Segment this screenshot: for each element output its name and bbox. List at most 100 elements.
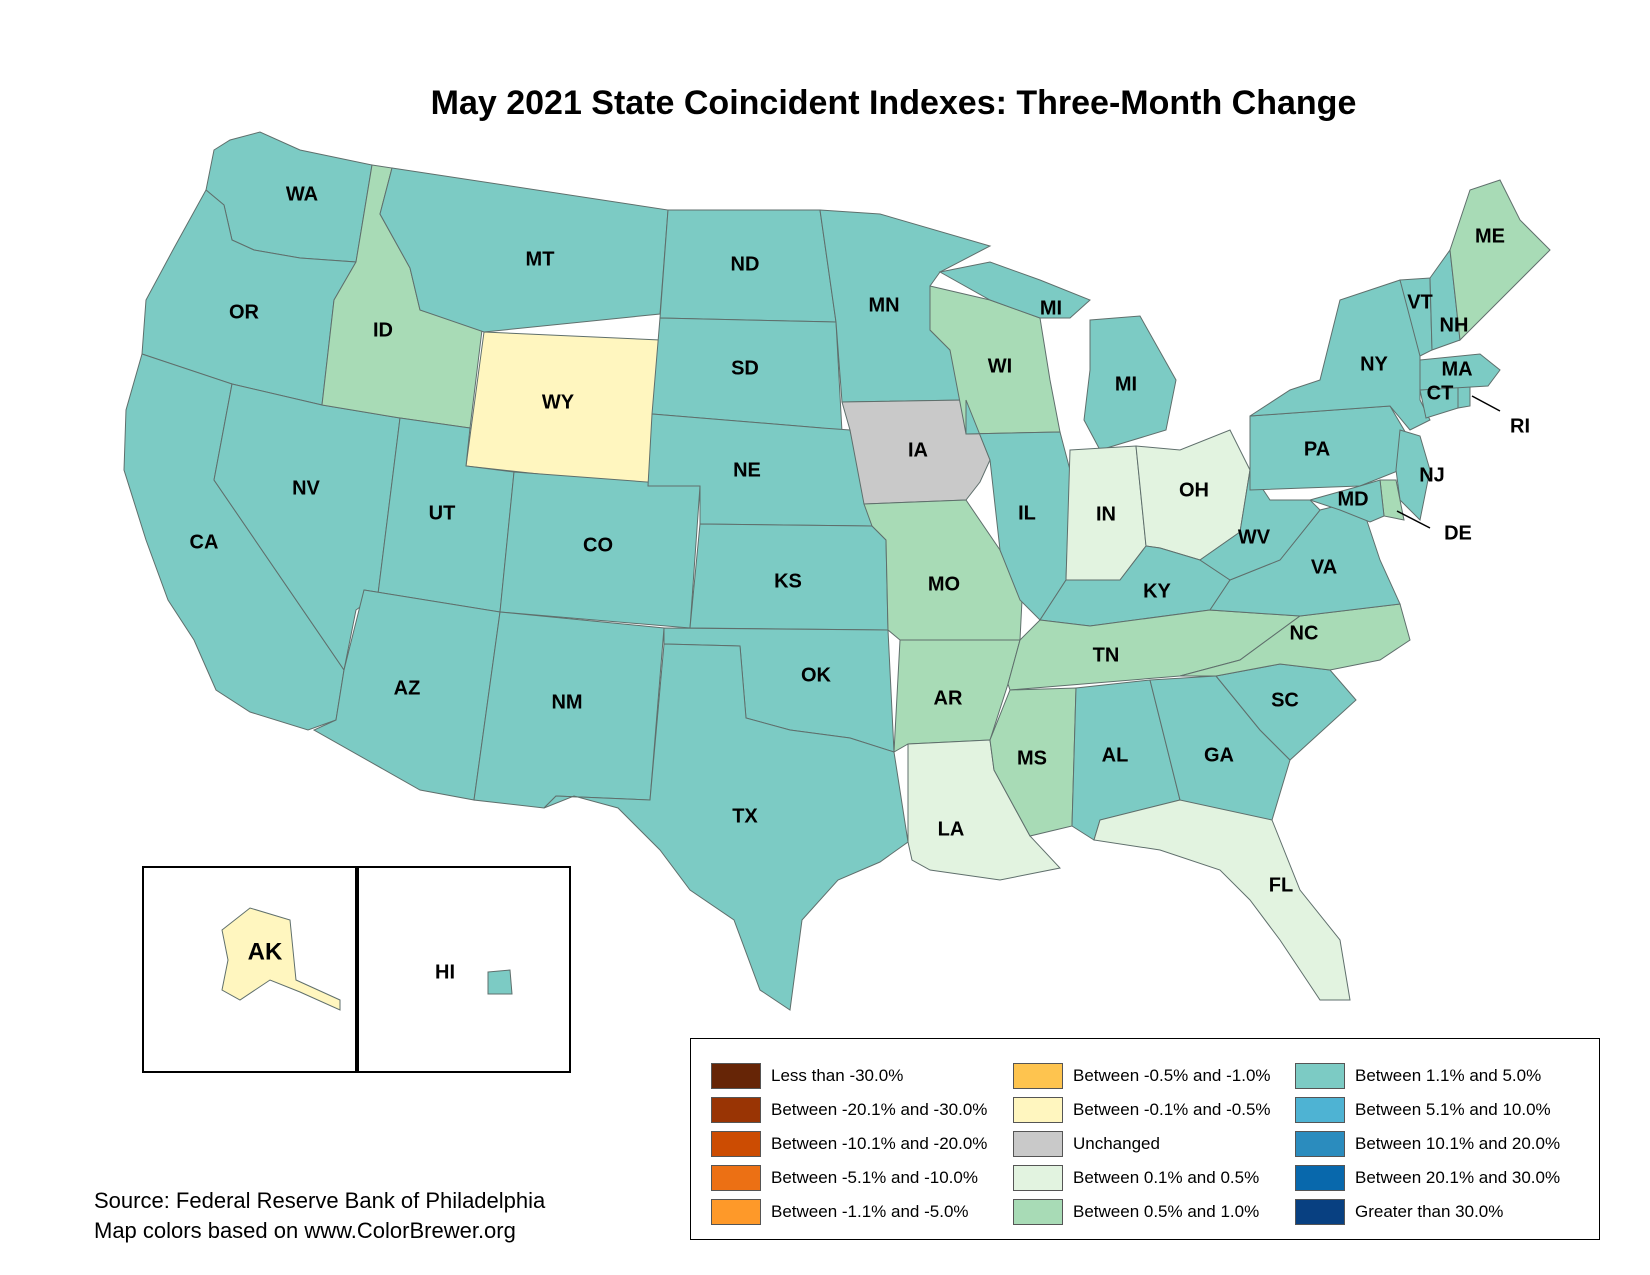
state-label-nv: NV <box>292 477 320 499</box>
state-label-wa: WA <box>286 183 318 205</box>
state-label-mn: MN <box>868 294 899 316</box>
legend-label: Between 10.1% and 20.0% <box>1355 1134 1561 1153</box>
legend-swatch <box>1013 1097 1063 1123</box>
state-mi-up <box>938 261 1091 319</box>
state-ma <box>1419 353 1501 391</box>
legend-item: Between -0.5% and -1.0% <box>1013 1059 1271 1093</box>
state-nj <box>1395 429 1431 522</box>
legend-label: Between -1.1% and -5.0% <box>771 1202 969 1221</box>
state-label-mi-up: MI <box>1040 297 1062 319</box>
legend-swatch <box>711 1131 761 1157</box>
state-label-il: IL <box>1018 502 1036 524</box>
state-label-or: OR <box>229 301 260 323</box>
legend-item: Between -20.1% and -30.0% <box>711 1093 987 1127</box>
legend-item: Between 5.1% and 10.0% <box>1295 1093 1560 1127</box>
state-label-al: AL <box>1102 744 1129 766</box>
state-label-mt: MT <box>526 248 555 270</box>
state-label-mo: MO <box>928 573 960 595</box>
state-me <box>1449 179 1551 342</box>
state-label-vt: VT <box>1407 291 1433 313</box>
state-mi <box>1083 315 1177 451</box>
leader-lines <box>1396 395 1501 529</box>
legend-swatch <box>711 1063 761 1089</box>
legend-label: Between -10.1% and -20.0% <box>771 1134 988 1153</box>
state-label-ms: MS <box>1017 747 1047 769</box>
legend-item: Greater than 30.0% <box>1295 1195 1560 1229</box>
state-label-ar: AR <box>934 687 963 709</box>
legend-label: Greater than 30.0% <box>1355 1202 1504 1221</box>
state-label-tn: TN <box>1093 644 1120 666</box>
state-label-nd: ND <box>731 253 760 275</box>
legend-item: Between -0.1% and -0.5% <box>1013 1093 1271 1127</box>
legend-label: Between 20.1% and 30.0% <box>1355 1168 1561 1187</box>
state-label-wv: WV <box>1238 526 1271 548</box>
de-leader-line <box>1396 510 1431 529</box>
legend-swatch <box>1013 1165 1063 1191</box>
state-ak <box>221 907 341 1011</box>
source-line: Source: Federal Reserve Bank of Philadel… <box>94 1188 546 1213</box>
legend-column-2: Between -0.5% and -1.0% Between -0.1% and… <box>1013 1059 1271 1229</box>
state-label-de: DE <box>1444 522 1472 544</box>
legend-label: Between 5.1% and 10.0% <box>1355 1100 1551 1119</box>
ri-leader-line <box>1471 395 1501 412</box>
state-label-ak: AK <box>248 938 283 965</box>
hawaii-inset <box>355 866 571 1073</box>
legend-label: Between -0.1% and -0.5% <box>1073 1100 1271 1119</box>
state-label-fl: FL <box>1269 874 1293 896</box>
state-label-co: CO <box>583 534 613 556</box>
state-label-ne: NE <box>733 459 761 481</box>
state-label-me: ME <box>1475 225 1505 247</box>
legend-label: Between -20.1% and -30.0% <box>771 1100 988 1119</box>
state-label-ga: GA <box>1204 744 1234 766</box>
state-label-nc: NC <box>1290 622 1319 644</box>
legend-label: Between 0.5% and 1.0% <box>1073 1202 1260 1221</box>
state-label-sd: SD <box>731 357 759 379</box>
legend-label: Between -5.1% and -10.0% <box>771 1168 978 1187</box>
legend-swatch <box>1295 1165 1345 1191</box>
state-label-md: MD <box>1337 488 1368 510</box>
state-tx <box>543 643 909 1011</box>
state-label-ut: UT <box>429 502 456 524</box>
legend-label: Between 0.1% and 0.5% <box>1073 1168 1260 1187</box>
state-label-ny: NY <box>1360 353 1388 375</box>
state-label-oh: OH <box>1179 479 1209 501</box>
state-label-in: IN <box>1096 503 1116 525</box>
state-il <box>965 399 1071 621</box>
state-md <box>1308 479 1385 523</box>
state-label-va: VA <box>1311 556 1337 578</box>
legend-item: Between 1.1% and 5.0% <box>1295 1059 1560 1093</box>
legend-swatch <box>711 1097 761 1123</box>
legend-item: Between -10.1% and -20.0% <box>711 1127 987 1161</box>
state-label-hi: HI <box>435 961 455 983</box>
state-label-az: AZ <box>394 677 421 699</box>
legend-item: Less than -30.0% <box>711 1059 987 1093</box>
state-label-nm: NM <box>551 691 582 713</box>
legend-label: Between -0.5% and -1.0% <box>1073 1066 1271 1085</box>
state-label-wi: WI <box>988 355 1012 377</box>
state-label-ca: CA <box>190 531 219 553</box>
map-title: May 2021 State Coincident Indexes: Three… <box>430 84 1357 122</box>
legend-label: Between 1.1% and 5.0% <box>1355 1066 1542 1085</box>
legend-swatch <box>1013 1063 1063 1089</box>
legend-item: Between -5.1% and -10.0% <box>711 1161 987 1195</box>
legend-swatch <box>1013 1131 1063 1157</box>
source-note: Source: Federal Reserve Bank of Philadel… <box>94 1186 545 1246</box>
legend-column-3: Between 1.1% and 5.0% Between 5.1% and 10… <box>1295 1059 1560 1229</box>
state-ny <box>1249 279 1431 431</box>
legend-item: Between 0.1% and 0.5% <box>1013 1161 1271 1195</box>
legend-item: Between -1.1% and -5.0% <box>711 1195 987 1229</box>
legend-swatch <box>1295 1131 1345 1157</box>
legend-swatch <box>1013 1199 1063 1225</box>
legend-column-1: Less than -30.0% Between -20.1% and -30.0… <box>711 1059 987 1229</box>
state-label-nh: NH <box>1440 314 1469 336</box>
legend-label: Less than -30.0% <box>771 1066 904 1085</box>
state-label-ok: OK <box>801 664 832 686</box>
state-hi <box>487 969 513 995</box>
state-label-nj: NJ <box>1419 464 1445 486</box>
state-label-pa: PA <box>1304 438 1330 460</box>
state-ri <box>1457 385 1471 409</box>
state-label-ri: RI <box>1510 415 1530 437</box>
alaska-inset <box>142 866 359 1073</box>
state-label-id: ID <box>373 319 393 341</box>
